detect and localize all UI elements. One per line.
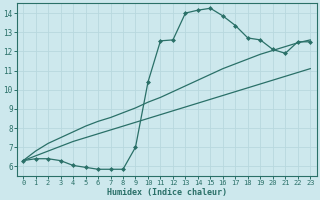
X-axis label: Humidex (Indice chaleur): Humidex (Indice chaleur) [107,188,227,197]
